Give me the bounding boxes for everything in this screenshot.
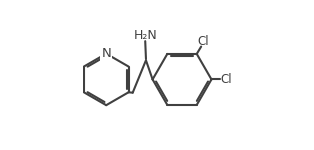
Text: Cl: Cl [198, 35, 209, 48]
Text: H₂N: H₂N [133, 29, 157, 42]
Text: Cl: Cl [220, 73, 232, 86]
Text: N: N [101, 47, 111, 60]
